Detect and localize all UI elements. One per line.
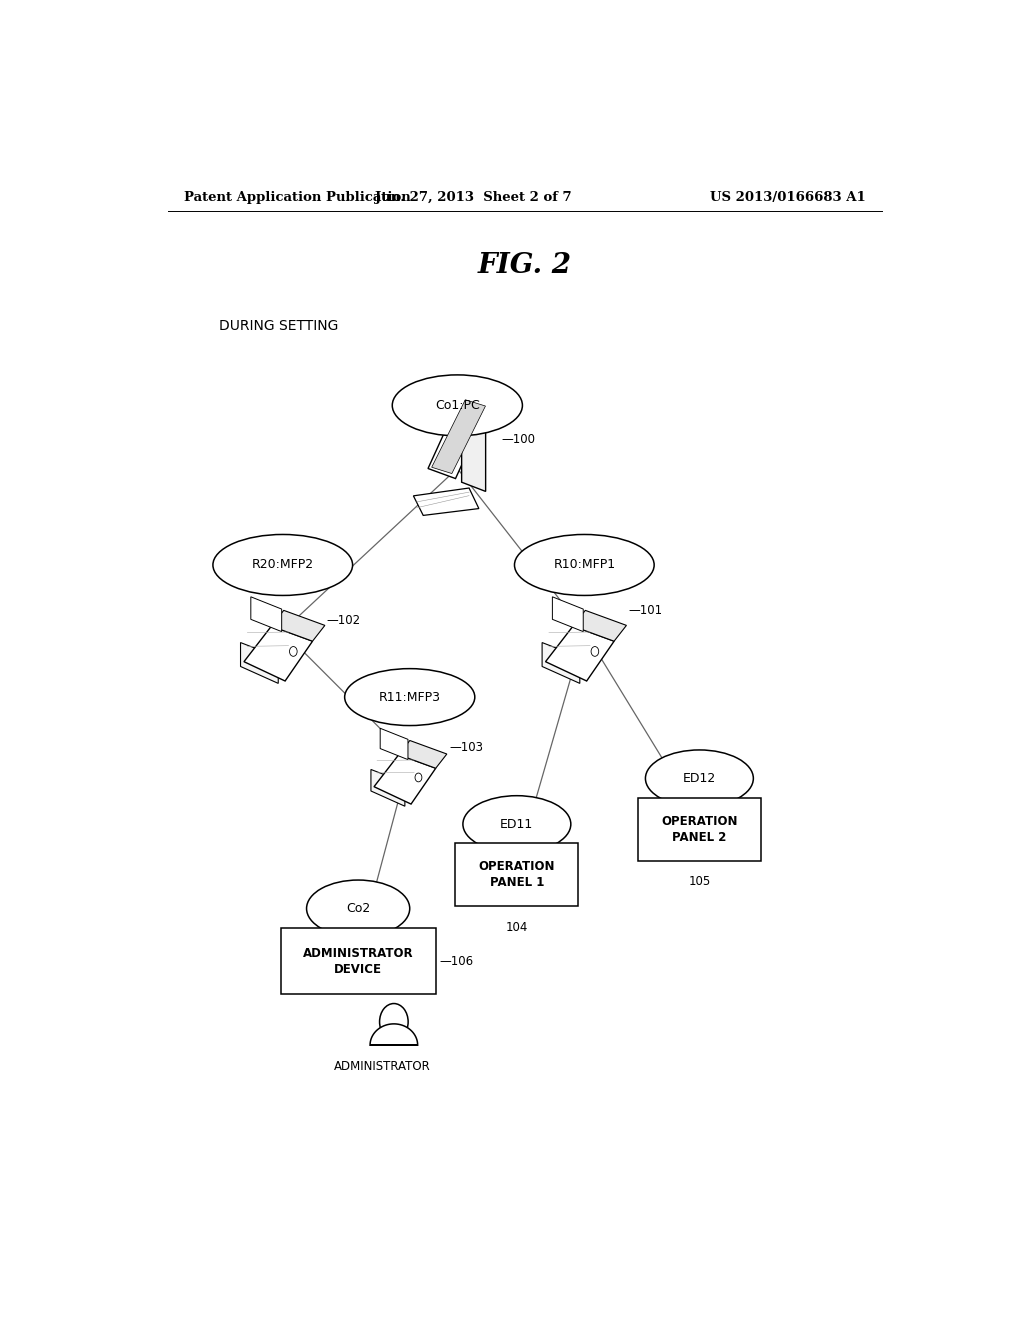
Polygon shape — [374, 755, 436, 804]
Polygon shape — [370, 1024, 418, 1045]
Text: —100: —100 — [501, 433, 535, 446]
Ellipse shape — [306, 880, 410, 937]
Polygon shape — [546, 626, 614, 681]
Polygon shape — [251, 597, 282, 632]
Text: 104: 104 — [506, 921, 528, 933]
Ellipse shape — [645, 750, 754, 807]
Bar — [281, 928, 435, 994]
Text: Co2: Co2 — [346, 902, 371, 915]
Circle shape — [380, 1003, 409, 1040]
Polygon shape — [432, 400, 485, 474]
Text: —102: —102 — [327, 614, 360, 627]
Polygon shape — [462, 400, 493, 424]
Text: 105: 105 — [688, 875, 711, 888]
Polygon shape — [241, 643, 279, 684]
Bar — [638, 797, 761, 861]
Ellipse shape — [213, 535, 352, 595]
Text: R10:MFP1: R10:MFP1 — [553, 558, 615, 572]
Text: —103: —103 — [450, 742, 483, 755]
Polygon shape — [380, 729, 408, 759]
Circle shape — [415, 774, 422, 781]
Polygon shape — [462, 409, 485, 491]
Text: Patent Application Publication: Patent Application Publication — [183, 190, 411, 203]
Polygon shape — [428, 395, 489, 479]
Text: R11:MFP3: R11:MFP3 — [379, 690, 440, 704]
Circle shape — [290, 647, 297, 656]
Polygon shape — [371, 770, 404, 807]
Ellipse shape — [463, 796, 570, 853]
Circle shape — [591, 647, 599, 656]
Polygon shape — [271, 610, 325, 642]
Text: R20:MFP2: R20:MFP2 — [252, 558, 313, 572]
Text: DURING SETTING: DURING SETTING — [219, 319, 339, 333]
Text: ED11: ED11 — [501, 817, 534, 830]
Polygon shape — [552, 597, 584, 632]
Ellipse shape — [392, 375, 522, 436]
Text: FIG. 2: FIG. 2 — [478, 252, 571, 279]
Text: —106: —106 — [439, 954, 474, 968]
Text: OPERATION
PANEL 2: OPERATION PANEL 2 — [662, 814, 737, 843]
Text: US 2013/0166683 A1: US 2013/0166683 A1 — [711, 190, 866, 203]
Polygon shape — [414, 488, 479, 515]
Text: ADMINISTRATOR: ADMINISTRATOR — [334, 1060, 431, 1073]
Ellipse shape — [514, 535, 654, 595]
Ellipse shape — [345, 669, 475, 726]
Polygon shape — [542, 643, 580, 684]
Bar — [456, 843, 579, 907]
Polygon shape — [573, 610, 627, 642]
Text: —101: —101 — [628, 605, 663, 618]
Text: OPERATION
PANEL 1: OPERATION PANEL 1 — [478, 861, 555, 890]
Text: Co1:PC: Co1:PC — [435, 399, 479, 412]
Text: Jun. 27, 2013  Sheet 2 of 7: Jun. 27, 2013 Sheet 2 of 7 — [375, 190, 571, 203]
Polygon shape — [398, 741, 446, 768]
Text: ADMINISTRATOR
DEVICE: ADMINISTRATOR DEVICE — [303, 946, 414, 975]
Polygon shape — [244, 626, 312, 681]
Text: ED12: ED12 — [683, 772, 716, 785]
